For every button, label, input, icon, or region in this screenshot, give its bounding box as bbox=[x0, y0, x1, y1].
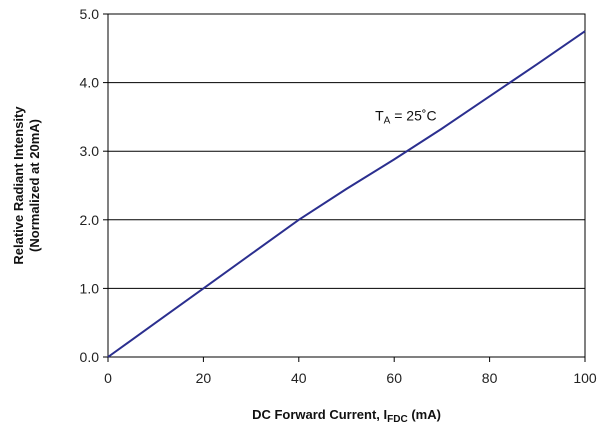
y-tick-label-0: 0.0 bbox=[80, 349, 100, 365]
x-tick-label-3: 60 bbox=[386, 370, 402, 386]
x-axis-label-subscript: FDC bbox=[387, 414, 408, 425]
y-tick-label-5: 5.0 bbox=[80, 6, 100, 22]
y-axis-label: Relative Radiant Intensity (Normalized a… bbox=[11, 106, 42, 265]
annotation-subscript: A bbox=[384, 115, 391, 126]
x-tick-label-2: 40 bbox=[291, 370, 307, 386]
temperature-annotation: TA = 25˚C bbox=[375, 107, 437, 126]
x-axis-ticks: 0 20 40 60 80 100 bbox=[104, 357, 597, 386]
x-tick-label-4: 80 bbox=[482, 370, 498, 386]
series-group bbox=[107, 30, 586, 358]
x-axis-label-suffix: (mA) bbox=[408, 407, 441, 422]
y-axis-ticks: 0.0 1.0 2.0 3.0 4.0 5.0 bbox=[80, 6, 108, 365]
x-tick-label-1: 20 bbox=[196, 370, 212, 386]
series-line-0 bbox=[107, 30, 586, 358]
x-tick-label-0: 0 bbox=[104, 370, 112, 386]
y-tick-label-4: 4.0 bbox=[80, 75, 100, 91]
annotation-suffix: = 25˚C bbox=[390, 107, 436, 123]
x-axis-label-main: DC Forward Current, I bbox=[252, 407, 387, 422]
x-axis-label: DC Forward Current, IFDC (mA) bbox=[252, 407, 441, 425]
y-tick-label-3: 3.0 bbox=[80, 143, 100, 159]
annotation-main: T bbox=[375, 107, 384, 123]
y-tick-label-2: 2.0 bbox=[80, 212, 100, 228]
y-axis-label-line2: (Normalized at 20mA) bbox=[27, 119, 42, 252]
y-axis-label-line1: Relative Radiant Intensity bbox=[11, 106, 26, 265]
plot-area-frame bbox=[107, 13, 586, 358]
y-tick-label-1: 1.0 bbox=[80, 280, 100, 296]
x-tick-label-5: 100 bbox=[573, 370, 597, 386]
